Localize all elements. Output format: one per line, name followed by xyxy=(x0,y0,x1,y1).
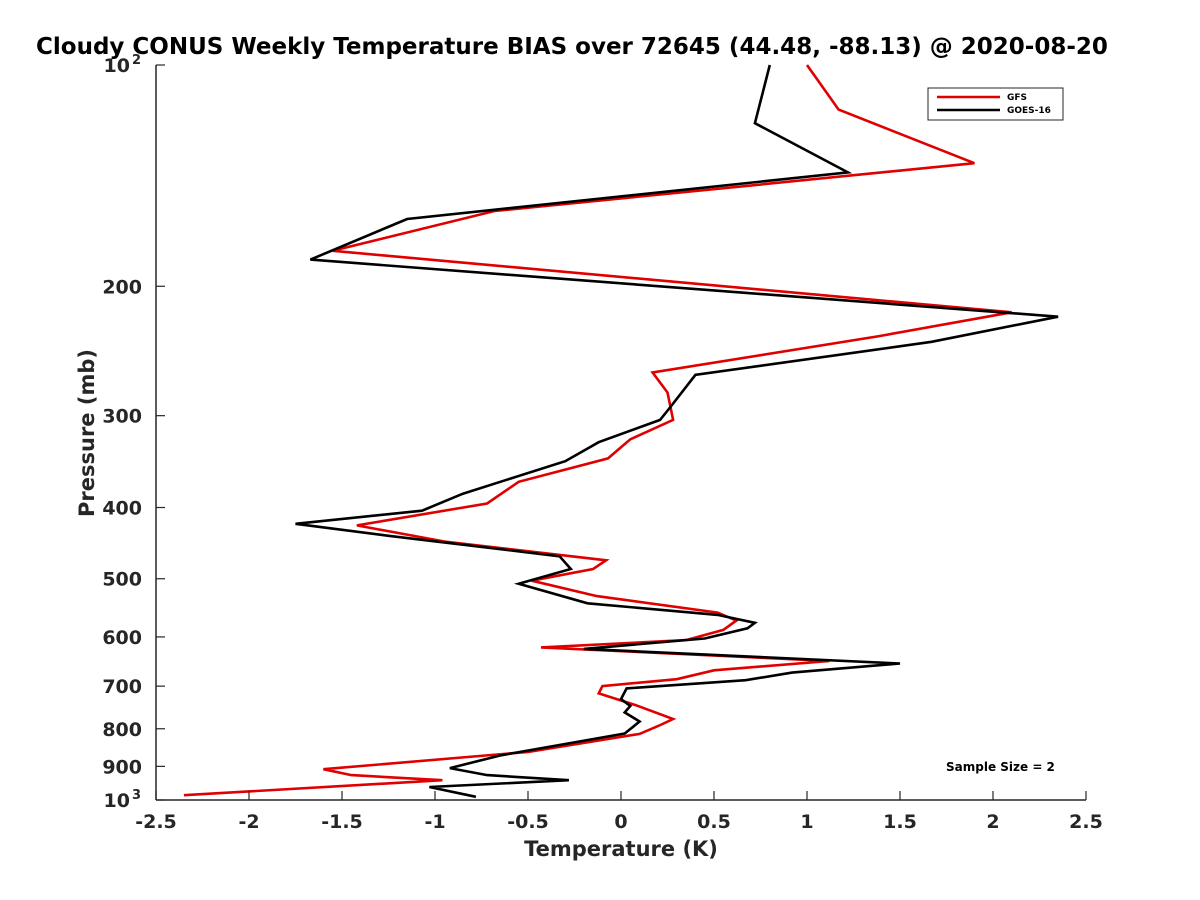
x-tick-label: -0.5 xyxy=(507,811,549,833)
y-tick-label: 200 xyxy=(102,276,142,298)
y-tick-exponent: 3 xyxy=(132,788,141,803)
sample-size-annotation: Sample Size = 2 xyxy=(946,760,1055,774)
x-tick-label: -1 xyxy=(424,811,445,833)
axes-layer xyxy=(155,65,1086,801)
y-tick-label: 10 xyxy=(104,790,130,812)
x-tick-label: 2 xyxy=(986,811,999,833)
legend-label-gfs: GFS xyxy=(1007,93,1027,103)
legend-label-goes16: GOES-16 xyxy=(1007,106,1051,116)
x-tick-label: -1.5 xyxy=(321,811,363,833)
series-layer xyxy=(183,64,1059,799)
chart-title: Cloudy CONUS Weekly Temperature BIAS ove… xyxy=(36,34,1108,60)
y-tick-label: 500 xyxy=(102,569,142,591)
x-tick-label: 2.5 xyxy=(1069,811,1103,833)
x-tick-label: 0.5 xyxy=(697,811,731,833)
y-axis-label: Pressure (mb) xyxy=(75,349,99,517)
x-ticks: -2.5 -2 -1.5 -1 -0.5 0 0.5 1 1.5 2 2.5 xyxy=(135,791,1103,833)
series-line-gfs xyxy=(183,64,1012,797)
y-tick-label: 400 xyxy=(102,498,142,520)
x-tick-label: 1.5 xyxy=(883,811,917,833)
x-tick-label: -2 xyxy=(238,811,259,833)
y-tick-label: 600 xyxy=(102,627,142,649)
y-tick-exponent: 2 xyxy=(132,53,141,68)
legend: GFS GOES-16 xyxy=(927,87,1064,121)
y-tick-label: 10 xyxy=(104,55,130,77)
series-line-goes16 xyxy=(295,64,1059,799)
x-tick-label: 1 xyxy=(800,811,813,833)
legend-box xyxy=(927,87,1064,121)
y-tick-label: 700 xyxy=(102,676,142,698)
y-tick-label: 800 xyxy=(102,719,142,741)
x-axis-label: Temperature (K) xyxy=(524,837,718,861)
x-tick-label: 0 xyxy=(614,811,627,833)
y-tick-label: 300 xyxy=(102,406,142,428)
x-tick-label: -2.5 xyxy=(135,811,177,833)
y-tick-label: 900 xyxy=(102,756,142,778)
